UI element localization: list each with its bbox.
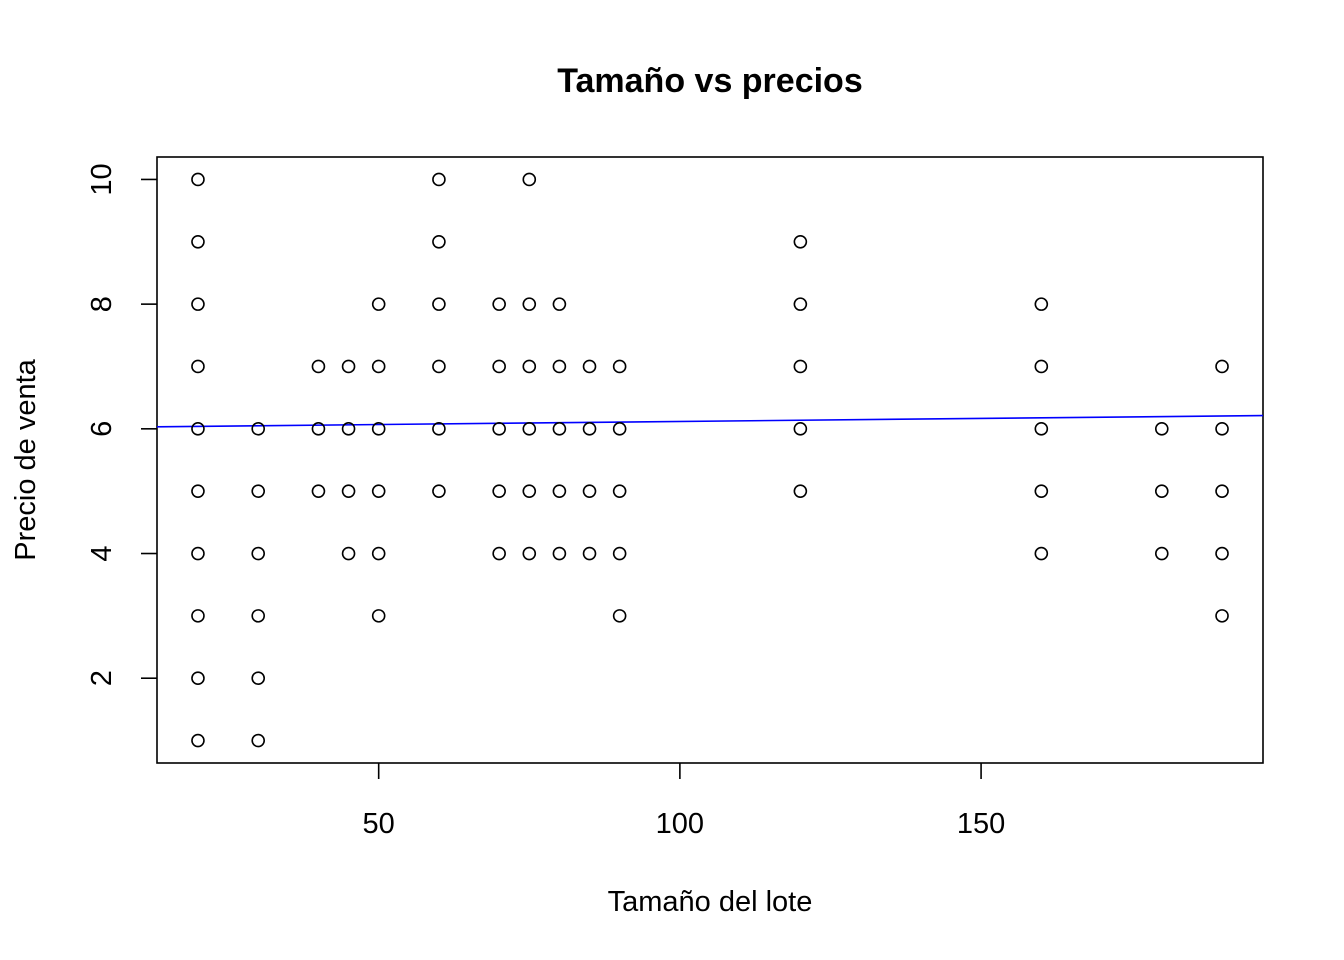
data-point (191, 609, 205, 623)
y-tick-label: 10 (86, 163, 118, 195)
data-point (793, 359, 808, 374)
data-point (432, 484, 446, 498)
y-axis-label: Precio de venta (10, 358, 42, 560)
data-point (522, 297, 537, 311)
y-tick-label: 6 (86, 421, 118, 437)
data-point (191, 172, 205, 187)
data-point (1154, 546, 1169, 561)
data-point (371, 422, 386, 436)
data-point (341, 484, 356, 498)
data-point (552, 546, 567, 561)
data-point (191, 671, 205, 686)
data-point (612, 359, 627, 374)
chart-title: Tamaño vs precios (557, 62, 863, 100)
data-point (612, 609, 627, 623)
y-axis: 2 4 6 8 10 (86, 163, 157, 686)
data-point (371, 297, 386, 311)
data-point (341, 546, 356, 561)
data-point (582, 422, 597, 436)
data-point (191, 733, 205, 748)
data-point (492, 297, 506, 311)
data-point (612, 546, 627, 561)
data-point (1154, 422, 1169, 436)
data-point (522, 172, 537, 187)
data-point (1215, 422, 1229, 436)
data-point (522, 546, 537, 561)
data-point (1215, 484, 1229, 498)
data-point (793, 297, 808, 311)
data-point (582, 546, 597, 561)
y-tick-label: 4 (86, 545, 118, 561)
data-point (371, 546, 386, 561)
data-point (191, 422, 205, 436)
data-point (341, 422, 356, 436)
data-point (191, 546, 205, 561)
data-point (311, 422, 326, 436)
data-point (582, 484, 597, 498)
data-point (432, 422, 446, 436)
data-point (191, 297, 205, 311)
data-point (191, 484, 205, 498)
data-point (552, 297, 567, 311)
data-point (191, 234, 205, 249)
data-point (552, 422, 567, 436)
data-point (1215, 546, 1229, 561)
x-tick-label: 150 (957, 808, 1005, 840)
data-point (251, 422, 266, 436)
data-point (582, 359, 597, 374)
data-point (432, 234, 446, 249)
data-point (371, 484, 386, 498)
data-point (492, 359, 506, 374)
data-point (552, 359, 567, 374)
data-point (371, 609, 386, 623)
data-point (793, 234, 808, 249)
data-point (1034, 422, 1049, 436)
data-point (612, 484, 627, 498)
data-point (1215, 359, 1229, 374)
data-point (1034, 297, 1049, 311)
data-point (432, 172, 446, 187)
data-point (1154, 484, 1169, 498)
y-tick-label: 8 (86, 296, 118, 312)
plot-frame (156, 156, 1264, 764)
data-point (251, 733, 266, 748)
data-point (492, 484, 506, 498)
data-point (191, 359, 205, 374)
data-point (311, 359, 326, 374)
y-tick-label: 2 (86, 670, 118, 686)
data-point (1215, 609, 1229, 623)
data-point (492, 422, 506, 436)
data-point (1034, 359, 1049, 374)
x-axis-label: Tamaño del lote (608, 886, 813, 918)
data-point (522, 359, 537, 374)
data-point (432, 297, 446, 311)
data-point (311, 484, 326, 498)
data-point (492, 546, 506, 561)
data-point (251, 546, 266, 561)
data-point (341, 359, 356, 374)
data-point (432, 359, 446, 374)
data-point (251, 671, 266, 686)
data-point (251, 484, 266, 498)
data-point (251, 609, 266, 623)
data-point (522, 422, 537, 436)
data-point (793, 422, 808, 436)
regression-line (156, 414, 1264, 428)
data-point (612, 422, 627, 436)
data-point (1034, 484, 1049, 498)
data-points (191, 172, 1229, 748)
data-point (371, 359, 386, 374)
regression-line-group (156, 414, 1264, 428)
data-point (1034, 546, 1049, 561)
x-tick-label: 50 (363, 808, 395, 840)
x-axis: 50 100 150 (363, 763, 1005, 840)
x-tick-label: 100 (656, 808, 704, 840)
data-point (552, 484, 567, 498)
data-point (793, 484, 808, 498)
data-point (522, 484, 537, 498)
